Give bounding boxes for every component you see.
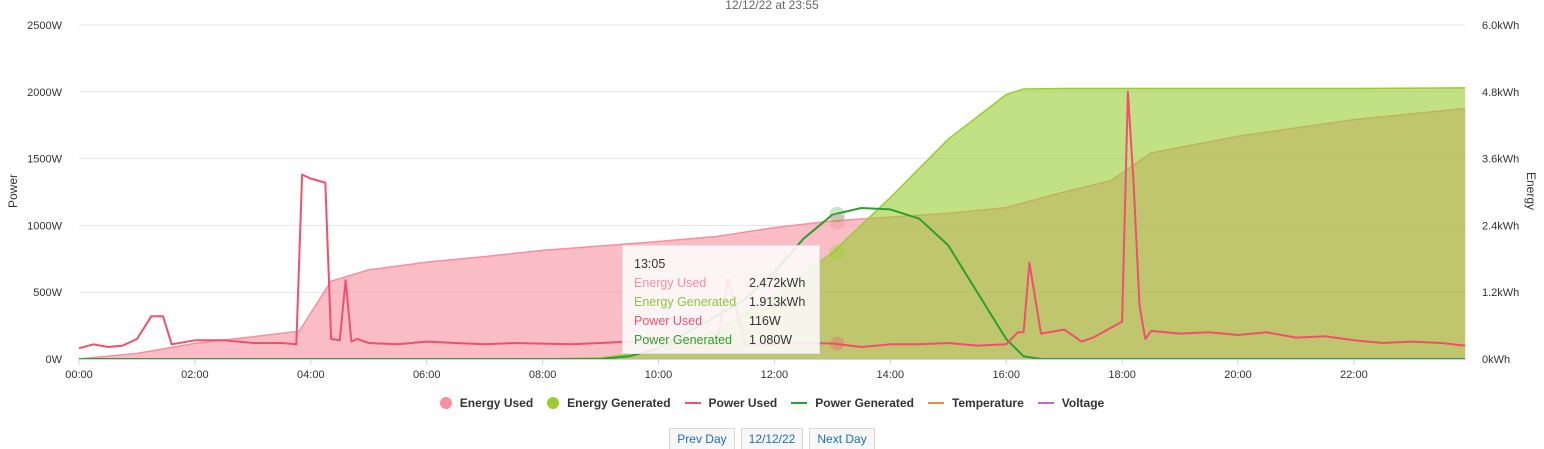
chart-legend: Energy Used Energy Generated Power Used … bbox=[0, 396, 1544, 410]
legend-line-icon bbox=[684, 402, 701, 404]
legend-dot-icon bbox=[439, 397, 452, 409]
y-left-tick-label: 1500W bbox=[27, 154, 62, 166]
legend-item-voltage[interactable]: Voltage bbox=[1037, 396, 1105, 410]
legend-item-energy-generated[interactable]: Energy Generated bbox=[547, 396, 671, 410]
y-left-tick-label: 2500W bbox=[27, 20, 62, 32]
y-left-tick-label: 2000W bbox=[27, 87, 62, 99]
legend-label: Power Used bbox=[708, 396, 778, 410]
chart-subtitle: 12/12/22 at 23:55 bbox=[725, 0, 819, 12]
tooltip-label: Energy Used bbox=[634, 276, 707, 290]
x-tick-label: 18:00 bbox=[1108, 369, 1136, 381]
y-left-tick-label: 0W bbox=[46, 354, 63, 366]
date-picker-button[interactable]: 12/12/22 bbox=[740, 428, 804, 449]
energy-chart[interactable]: 12/12/22 at 23:55 0W 0kWh 500W 1.2kWh 1000W 2… bbox=[0, 0, 1544, 395]
x-tick-label: 16:00 bbox=[992, 369, 1020, 381]
legend-line-icon bbox=[1037, 402, 1054, 404]
tooltip-row-energy-generated: Energy Generated 1.913kWh bbox=[634, 293, 808, 312]
tooltip-label: Power Generated bbox=[634, 333, 732, 347]
x-tick-label: 10:00 bbox=[645, 369, 673, 381]
y-right-tick-label: 3.6kWh bbox=[1482, 154, 1519, 166]
tooltip-time: 13:05 bbox=[634, 257, 666, 271]
tooltip-row-power-used: Power Used 116W bbox=[634, 312, 808, 331]
y-left-tick-label: 1000W bbox=[27, 220, 62, 232]
prev-day-button[interactable]: Prev Day bbox=[669, 428, 735, 449]
legend-item-power-generated[interactable]: Power Generated bbox=[791, 396, 914, 410]
x-tick-label: 12:00 bbox=[761, 369, 789, 381]
x-tick-label: 04:00 bbox=[297, 369, 325, 381]
legend-item-power-used[interactable]: Power Used bbox=[684, 396, 778, 410]
x-tick-label: 08:00 bbox=[529, 369, 557, 381]
y-right-tick-label: 4.8kWh bbox=[1482, 87, 1519, 99]
hover-marker-energy-used bbox=[829, 213, 846, 230]
y-right-tick-label: 0kWh bbox=[1482, 354, 1510, 366]
legend-label: Voltage bbox=[1061, 396, 1105, 410]
area-series bbox=[78, 87, 1466, 360]
legend-label: Energy Used bbox=[459, 396, 534, 410]
day-navigation: Prev Day 12/12/22 Next Day bbox=[0, 428, 1544, 449]
y-axis-left-title: Power bbox=[6, 174, 20, 208]
tooltip-value: 1.913kWh bbox=[749, 295, 806, 309]
legend-label: Temperature bbox=[951, 396, 1024, 410]
chart-tooltip: 13:05 Energy Used 2.472kWh Energy Genera… bbox=[622, 245, 820, 354]
y-right-tick-label: 2.4kWh bbox=[1482, 220, 1519, 232]
tooltip-value: 116W bbox=[749, 314, 781, 328]
y-right-tick-label: 6.0kWh bbox=[1482, 20, 1519, 32]
y-axis-right-title: Energy bbox=[1524, 172, 1538, 210]
energy-generated-area-line bbox=[79, 87, 1466, 360]
hover-marker-power-generated bbox=[829, 206, 846, 223]
tooltip-row-energy-used: Energy Used 2.472kWh bbox=[634, 274, 808, 293]
legend-line-icon bbox=[791, 402, 808, 404]
legend-label: Energy Generated bbox=[567, 396, 671, 410]
tooltip-value: 2.472kWh bbox=[749, 276, 806, 290]
y-left-tick-label: 500W bbox=[33, 287, 62, 299]
x-tick-label: 00:00 bbox=[65, 369, 93, 381]
legend-line-icon bbox=[927, 402, 944, 404]
x-tick-label: 20:00 bbox=[1224, 369, 1252, 381]
legend-label: Power Generated bbox=[815, 396, 914, 410]
tooltip-value: 1 080W bbox=[749, 333, 793, 347]
next-day-button[interactable]: Next Day bbox=[809, 428, 875, 449]
legend-dot-icon bbox=[547, 397, 560, 409]
energy-generated-area bbox=[79, 87, 1466, 360]
y-right-tick-label: 1.2kWh bbox=[1482, 287, 1519, 299]
legend-item-temperature[interactable]: Temperature bbox=[927, 396, 1024, 410]
legend-item-energy-used[interactable]: Energy Used bbox=[439, 396, 534, 410]
axes: 0W 0kWh 500W 1.2kWh 1000W 2.4kWh 1500W 3.6kWh 20… bbox=[27, 20, 1519, 381]
tooltip-label: Energy Generated bbox=[634, 295, 737, 309]
tooltip-row-power-generated: Power Generated 1 080W bbox=[634, 331, 808, 350]
x-tick-label: 14:00 bbox=[877, 369, 905, 381]
hover-marker-energy-generated bbox=[829, 244, 846, 261]
x-tick-label: 02:00 bbox=[181, 369, 209, 381]
x-tick-label: 22:00 bbox=[1340, 369, 1368, 381]
tooltip-label: Power Used bbox=[634, 314, 703, 328]
hover-marker-power-used bbox=[830, 336, 845, 351]
hover-markers bbox=[829, 206, 846, 351]
x-tick-label: 06:00 bbox=[413, 369, 441, 381]
